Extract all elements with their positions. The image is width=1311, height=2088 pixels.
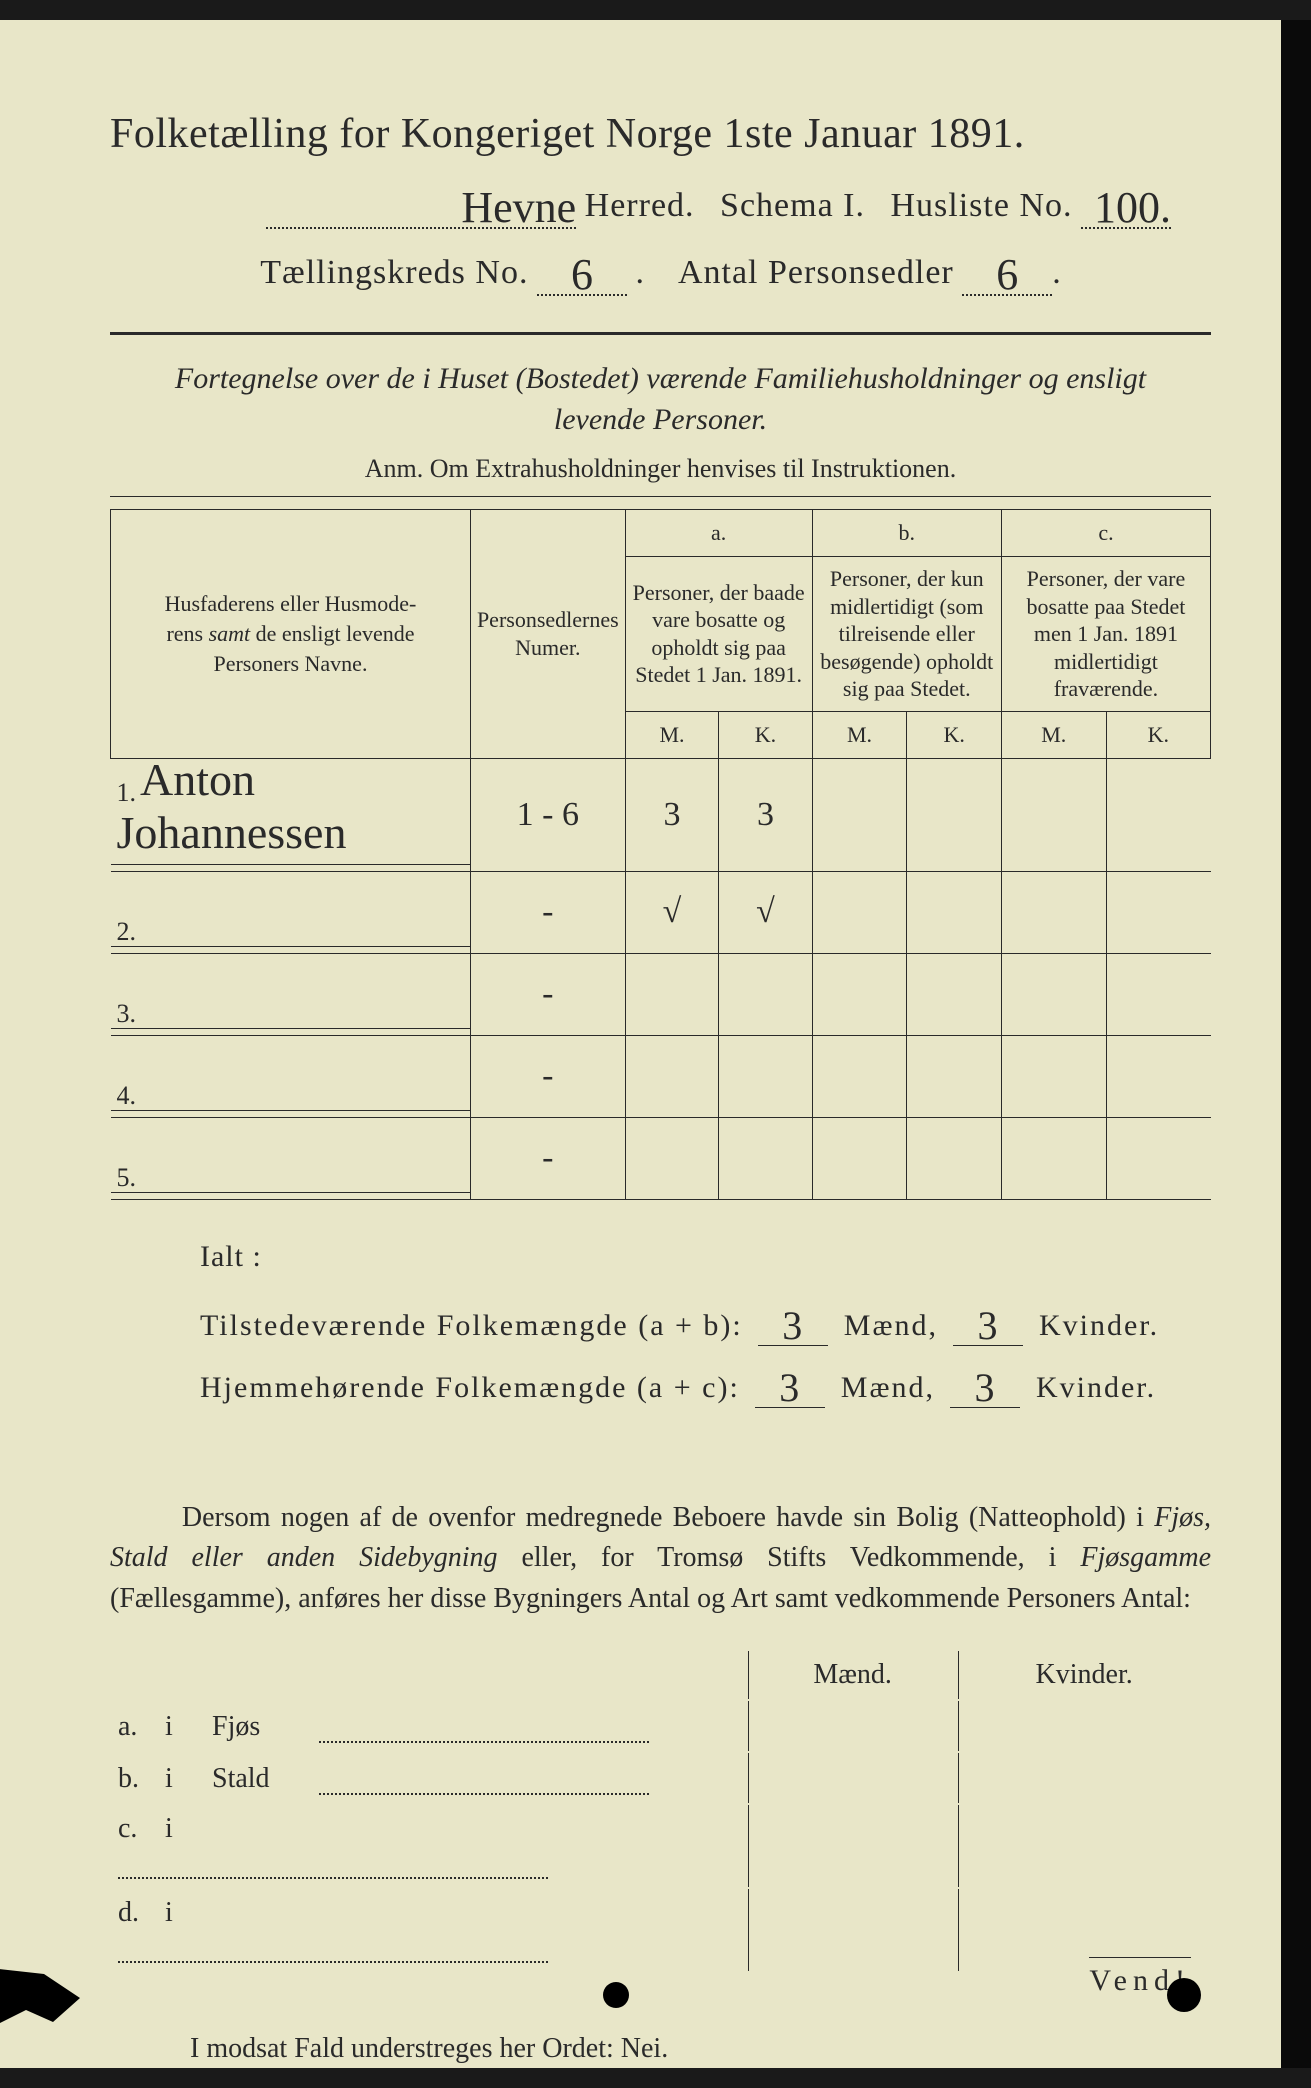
- sum-line-2: Hjemmehørende Folkemængde (a + c): 3 Mæn…: [200, 1360, 1211, 1408]
- col-a-m: M.: [625, 711, 719, 758]
- herred-handwritten: Hevne: [461, 183, 576, 232]
- col-name-header: Husfaderens eller Husmode-rens samt de e…: [111, 510, 471, 759]
- table-row: 4. -: [111, 1035, 1211, 1117]
- col-a-label: a.: [625, 510, 812, 557]
- dersom-paragraph: Dersom nogen af de ovenfor medregnede Be…: [110, 1498, 1211, 1620]
- ink-blot: [1167, 1978, 1201, 2012]
- sum1-label: Tilstedeværende Folkemængde (a + b):: [200, 1309, 743, 1342]
- col-c-label: c.: [1001, 510, 1210, 557]
- sum-line-1: Tilstedeværende Folkemængde (a + b): 3 M…: [200, 1298, 1211, 1346]
- sum2-label: Hjemmehørende Folkemængde (a + c):: [200, 1371, 740, 1404]
- schema-label: Schema I.: [720, 187, 865, 224]
- divider: [110, 332, 1211, 335]
- sum2-k: 3: [974, 1365, 996, 1410]
- maend-label2: Mænd,: [841, 1371, 935, 1404]
- col-c-k: K.: [1106, 711, 1210, 758]
- kvinder-label: Kvinder.: [1039, 1309, 1159, 1342]
- intro-line2: levende Personer.: [554, 403, 767, 436]
- dersom-it2: Fjøsgamme: [1080, 1542, 1211, 1573]
- ink-blot: [603, 1982, 629, 2008]
- page-title: Folketælling for Kongeriget Norge 1ste J…: [110, 110, 1211, 158]
- anm-text: Anm. Om Extrahusholdninger henvises til …: [110, 454, 1211, 484]
- dersom-t3: (Fællesgamme), anføres her disse Bygning…: [110, 1583, 1191, 1614]
- col-b-desc: Personer, der kun midlertidigt (som tilr…: [812, 557, 1001, 712]
- maend-label: Mænd,: [844, 1309, 938, 1342]
- totals-block: Ialt : Tilstedeværende Folkemængde (a + …: [110, 1240, 1211, 1408]
- header-line-1: Hevne Herred. Schema I. Husliste No. 100…: [110, 176, 1211, 229]
- kreds-no: 6: [571, 250, 593, 299]
- building-row: b. i Stald: [112, 1753, 1209, 1803]
- page-edge: [1281, 20, 1311, 2068]
- building-row: d. i: [112, 1889, 1209, 1971]
- page-tear: [0, 1968, 80, 2028]
- intro-line1: Fortegnelse over de i Huset (Bostedet) v…: [175, 362, 1146, 395]
- table-row: 2. - √ √: [111, 871, 1211, 953]
- table-row: 1.Anton Johannessen 1 - 6 3 3: [111, 758, 1211, 871]
- building-row: c. i: [112, 1805, 1209, 1887]
- col-a-k: K.: [719, 711, 812, 758]
- intro-text: Fortegnelse over de i Huset (Bostedet) v…: [110, 359, 1211, 440]
- husliste-label: Husliste No.: [891, 187, 1073, 224]
- header-line-2: Tællingskreds No. 6 . Antal Personsedler…: [110, 243, 1211, 296]
- sum1-k: 3: [977, 1303, 999, 1348]
- kreds-label: Tællingskreds No.: [260, 254, 528, 291]
- ialt-title: Ialt :: [200, 1240, 1211, 1274]
- bt-kvinder: Kvinder.: [958, 1651, 1209, 1699]
- census-form-page: Folketælling for Kongeriget Norge 1ste J…: [0, 20, 1311, 2068]
- dersom-t2: eller, for Tromsø Stifts Vedkommende, i: [521, 1542, 1080, 1573]
- census-table: Husfaderens eller Husmode-rens samt de e…: [110, 509, 1211, 1200]
- table-row: 5. -: [111, 1117, 1211, 1199]
- antal-no: 6: [996, 250, 1018, 299]
- antal-label: Antal Personsedler: [678, 254, 954, 291]
- col-c-m: M.: [1001, 711, 1106, 758]
- nei-line: I modsat Fald understreges her Ordet: Ne…: [110, 2033, 1211, 2065]
- sum1-m: 3: [782, 1303, 804, 1348]
- husliste-no: 100.: [1094, 183, 1171, 232]
- col-c-desc: Personer, der vare bosatte paa Stedet me…: [1001, 557, 1210, 712]
- divider-thin: [110, 496, 1211, 497]
- dersom-t1: Dersom nogen af de ovenfor medregnede Be…: [182, 1502, 1154, 1533]
- building-table: Mænd. Kvinder. a. i Fjøs b. i Stald c. i: [110, 1649, 1211, 1973]
- kvinder-label2: Kvinder.: [1036, 1371, 1156, 1404]
- col-a-desc: Personer, der baade vare bosatte og opho…: [625, 557, 812, 712]
- col-b-m: M.: [812, 711, 907, 758]
- table-row: 3. -: [111, 953, 1211, 1035]
- col-b-k: K.: [907, 711, 1001, 758]
- col-b-label: b.: [812, 510, 1001, 557]
- building-row: a. i Fjøs: [112, 1701, 1209, 1751]
- herred-label: Herred.: [585, 187, 695, 224]
- col-sedler-header: Personsedlernes Numer.: [470, 510, 625, 759]
- bt-maend: Mænd.: [748, 1651, 956, 1699]
- sum2-m: 3: [779, 1365, 801, 1410]
